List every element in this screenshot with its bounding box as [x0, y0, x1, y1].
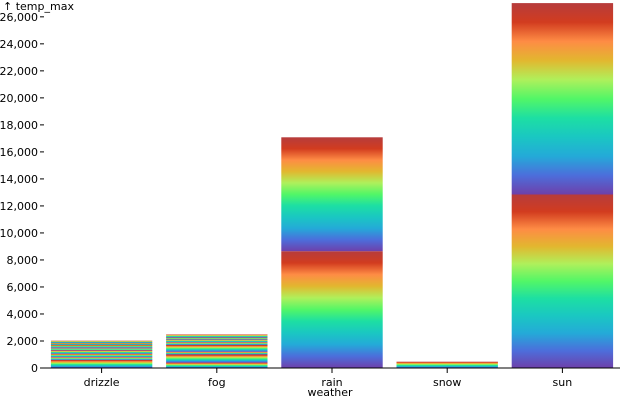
x-tick-label-drizzle: drizzle: [84, 376, 120, 389]
x-tick-label-snow: snow: [433, 376, 461, 389]
bar-segment-fog-0: [166, 362, 268, 368]
bar-segment-fog-6: [166, 337, 268, 340]
x-tick-label-rain: rain: [321, 376, 342, 389]
x-tick-label-sun: sun: [553, 376, 573, 389]
y-axis-title: ↑ temp_max: [3, 0, 74, 13]
bar-segment-fog-3: [166, 345, 268, 352]
bar-segment-fog-5: [166, 339, 268, 343]
y-tick-label: 14,000: [0, 173, 38, 186]
y-tick-label: 16,000: [0, 146, 38, 159]
y-tick-label: 8,000: [7, 254, 39, 267]
bars-layer: [50, 3, 614, 368]
bar-segment-snow-0: [396, 361, 498, 368]
y-tick-label: 12,000: [0, 200, 38, 213]
y-axis: 0 2,000 4,000 6,000 8,000 10,000 12,000 14,000 1…: [0, 11, 44, 375]
bar-segment-drizzle-7: [50, 343, 153, 345]
x-axis: drizzle fog rain snow sun: [44, 367, 620, 389]
bar-segment-sun-0: [511, 194, 614, 368]
bar-segment-rain-0: [281, 251, 383, 368]
bar-segment-drizzle-1: [50, 357, 153, 360]
bar-segment-fog-1: [166, 354, 268, 363]
x-tick-label-fog: fog: [208, 376, 226, 389]
bar-segment-drizzle-0: [50, 359, 153, 368]
bar-segment-rain-1: [281, 137, 383, 252]
y-tick-label: 0: [31, 362, 38, 375]
bar-segment-drizzle-2: [50, 353, 153, 358]
y-tick-label: 22,000: [0, 65, 38, 78]
bar-segment-drizzle-5: [50, 347, 153, 349]
y-tick-label: 6,000: [7, 281, 39, 294]
bar-segment-drizzle-6: [50, 345, 153, 348]
bar-segment-sun-1: [511, 3, 614, 195]
bar-segment-drizzle-4: [50, 348, 153, 351]
bar-segment-drizzle-8: [50, 340, 153, 343]
bar-segment-drizzle-3: [50, 350, 153, 354]
y-tick-label: 10,000: [0, 227, 38, 240]
y-tick-label: 2,000: [7, 335, 39, 348]
y-tick-label: 26,000: [0, 11, 38, 24]
y-tick-label: 24,000: [0, 38, 38, 51]
y-tick-label: 20,000: [0, 92, 38, 105]
bar-segment-fog-4: [166, 342, 268, 345]
y-tick-label: 4,000: [7, 308, 39, 321]
y-tick-label: 18,000: [0, 119, 38, 132]
x-axis-title: weather: [307, 386, 353, 399]
bar-segment-fog-2: [166, 351, 268, 355]
bar-segment-fog-7: [166, 334, 268, 338]
